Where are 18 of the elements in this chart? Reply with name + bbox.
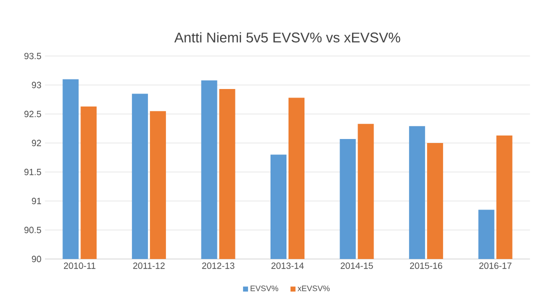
y-tick-label: 90 xyxy=(32,256,42,262)
x-tick-label: 2014-15 xyxy=(340,262,373,269)
y-tick-label: 91 xyxy=(32,198,42,204)
y-tick-label: 93 xyxy=(32,82,42,88)
x-tick-label: 2010-11 xyxy=(64,262,96,269)
legend-label: xEVSV% xyxy=(298,286,330,292)
x-tick-label: 2013-14 xyxy=(271,262,304,269)
x-tick-label: 2015-16 xyxy=(410,262,442,269)
x-tick-label: 2011-12 xyxy=(133,262,165,269)
legend-label: EVSV% xyxy=(250,286,278,292)
y-tick-label: 93.5 xyxy=(24,52,42,60)
x-tick-label: 2016-17 xyxy=(479,262,512,269)
x-tick-label: 2012-13 xyxy=(202,262,234,269)
y-tick-label: 92.5 xyxy=(24,110,42,118)
y-tick-label: 91.5 xyxy=(24,168,42,176)
y-tick-label: 90.5 xyxy=(24,226,42,234)
chart-title: Antti Niemi 5v5 EVSV% vs xEVSV% xyxy=(174,32,400,42)
y-tick-label: 92 xyxy=(32,140,42,146)
